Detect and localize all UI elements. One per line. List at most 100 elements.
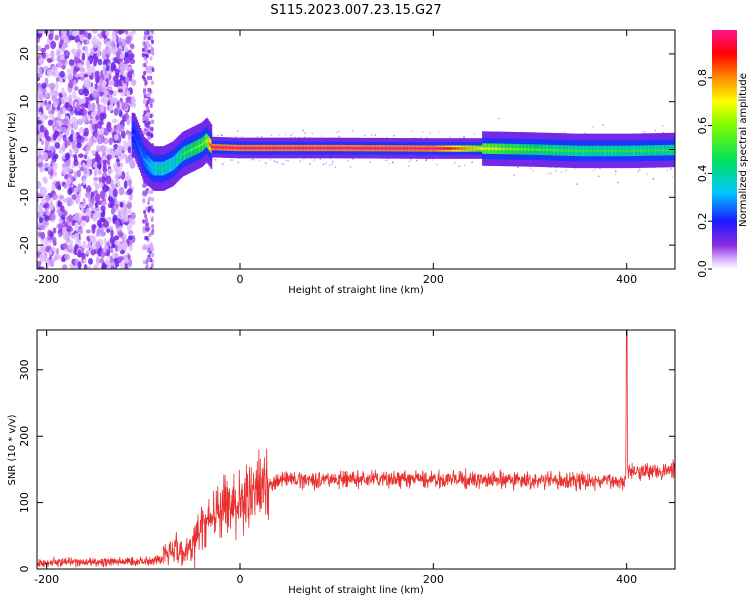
spectrogram-noise-cell xyxy=(79,67,86,73)
spectrogram-trace-cell xyxy=(194,147,196,150)
spectrogram-haze-cell xyxy=(666,169,668,171)
spectrogram-haze-cell xyxy=(302,159,305,161)
spectrogram-noise-cell xyxy=(76,142,82,149)
spectrogram-trace-cell xyxy=(497,147,499,151)
spectrogram-noise-cell xyxy=(96,228,101,234)
spectrogram-noise-cell xyxy=(68,94,72,102)
spectrogram-noise-cell xyxy=(112,118,118,123)
spectrogram-trace-cell xyxy=(385,147,388,150)
spectrogram-haze-cell xyxy=(449,136,451,138)
spectrogram-noise-cell xyxy=(44,145,49,152)
spectrogram-trace-cell xyxy=(570,149,572,152)
spectrogram-trace-cell xyxy=(404,147,406,150)
spectrogram-trace-cell xyxy=(299,146,302,150)
spectrogram-noise-cell xyxy=(108,80,115,86)
spectrogram-noise-cell xyxy=(64,174,69,180)
spectrogram-trace-cell xyxy=(218,146,221,149)
spectrogram-trace-cell xyxy=(595,149,598,153)
spectrogram-noise-cell xyxy=(105,175,112,185)
spectrogram-noise-cell xyxy=(89,47,95,56)
spectrogram-noise-cell xyxy=(59,70,65,78)
spectrogram-noise-cell xyxy=(94,193,101,203)
spectrogram-noise-cell xyxy=(84,77,91,86)
spectrogram-trace-cell xyxy=(397,147,399,150)
spectrogram-noise-cell xyxy=(48,250,53,256)
spectrogram-trace-cell xyxy=(544,148,547,152)
spectrogram-noise-cell xyxy=(51,95,58,103)
snr-x-tick-label: -200 xyxy=(34,573,59,586)
spectrogram-haze-cell xyxy=(256,136,259,138)
spectrogram-noise-cell xyxy=(125,155,129,164)
spectrogram-noise-cell xyxy=(142,116,146,121)
spectrogram-haze-cell xyxy=(304,136,306,138)
spectrogram-trace-cell xyxy=(643,149,645,152)
spectrogram-haze-cell xyxy=(454,161,456,164)
spectrogram-trace-cell xyxy=(157,167,159,170)
spectrogram-trace-cell xyxy=(592,149,594,153)
spectrogram-noise-cell xyxy=(109,255,114,264)
spectrogram-trace-cell xyxy=(527,148,529,151)
spectrogram-noise-cell xyxy=(149,206,153,211)
spectrogram-noise-cell xyxy=(69,263,74,269)
spectrogram-trace-cell xyxy=(203,141,206,144)
spectrogram-noise-cell xyxy=(61,126,68,134)
spectrogram-haze-cell xyxy=(273,160,276,162)
spectrogram-trace-cell xyxy=(663,149,665,152)
spectrogram-noise-cell xyxy=(40,224,46,230)
spectrogram-trace-cell xyxy=(215,146,217,149)
spectrogram-trace-cell xyxy=(209,143,212,146)
spectrogram-haze-cell xyxy=(276,161,278,163)
spectrogram-noise-cell xyxy=(56,62,63,68)
spectrogram-trace-cell xyxy=(649,149,651,152)
spectrogram-trace-cell xyxy=(279,146,281,150)
spectrogram-noise-cell xyxy=(54,89,58,95)
spectrogram-noise-cell xyxy=(86,39,90,45)
spectrogram-noise-cell xyxy=(82,109,88,116)
spectrogram-trace-cell xyxy=(429,147,432,150)
spectrogram-trace-cell xyxy=(246,146,249,150)
spectrogram-noise-cell xyxy=(112,46,116,56)
spectrogram-trace-cell xyxy=(515,148,518,151)
spectrogram-noise-cell xyxy=(52,162,58,171)
spectrogram-noise-cell xyxy=(147,92,151,97)
spectrogram-trace-cell xyxy=(135,137,137,141)
spectrogram-trace-cell xyxy=(482,147,484,150)
spectrogram-haze-cell xyxy=(408,160,410,163)
spectrogram-trace-cell xyxy=(219,146,222,149)
spectrogram-noise-cell xyxy=(89,122,93,132)
spectrogram-trace-cell xyxy=(210,145,213,148)
spectrogram-noise-cell xyxy=(60,205,65,212)
spectrogram-trace-cell xyxy=(262,146,265,150)
spectrogram-noise-cell xyxy=(117,88,124,93)
spectrogram-trace-cell xyxy=(403,147,405,150)
spectrogram-noise-cell xyxy=(50,213,56,221)
spectrogram-trace-cell xyxy=(301,146,303,150)
spectrogram-trace-cell xyxy=(422,147,425,150)
spectrogram-noise-cell xyxy=(106,228,111,234)
spectrogram-trace-cell xyxy=(632,149,635,152)
spectrogram-trace-cell xyxy=(500,147,503,151)
spectrogram-trace-cell xyxy=(565,149,568,152)
spectrogram-noise-cell xyxy=(50,168,54,177)
spectrogram-trace-cell xyxy=(535,148,537,151)
spectrogram-noise-cell xyxy=(40,139,45,145)
spectrogram-trace-cell xyxy=(599,149,601,153)
spectrogram-trace-cell xyxy=(222,146,224,149)
spectrogram-noise-cell xyxy=(151,98,155,103)
spectrogram-trace-cell xyxy=(160,167,163,170)
spectrogram-trace-cell xyxy=(230,146,232,149)
spectrogram-trace-cell xyxy=(166,165,169,168)
spectrogram-noise-cell xyxy=(38,217,43,224)
spectrogram-noise-cell xyxy=(93,57,99,63)
spectrogram-haze-cell xyxy=(281,163,284,165)
spectrogram-trace-cell xyxy=(526,148,528,151)
spectrogram-noise-cell xyxy=(106,124,110,132)
spectrogram-noise-cell xyxy=(145,236,149,241)
spectrogram-noise-cell xyxy=(85,191,91,199)
spectrogram-trace-cell xyxy=(518,148,520,151)
spectrogram-trace-cell xyxy=(335,146,338,150)
spectrogram-trace-cell xyxy=(241,146,244,150)
spectrogram-trace-cell xyxy=(159,167,162,170)
spectrogram-trace-cell xyxy=(484,147,486,150)
spectrogram-noise-cell xyxy=(67,188,73,196)
